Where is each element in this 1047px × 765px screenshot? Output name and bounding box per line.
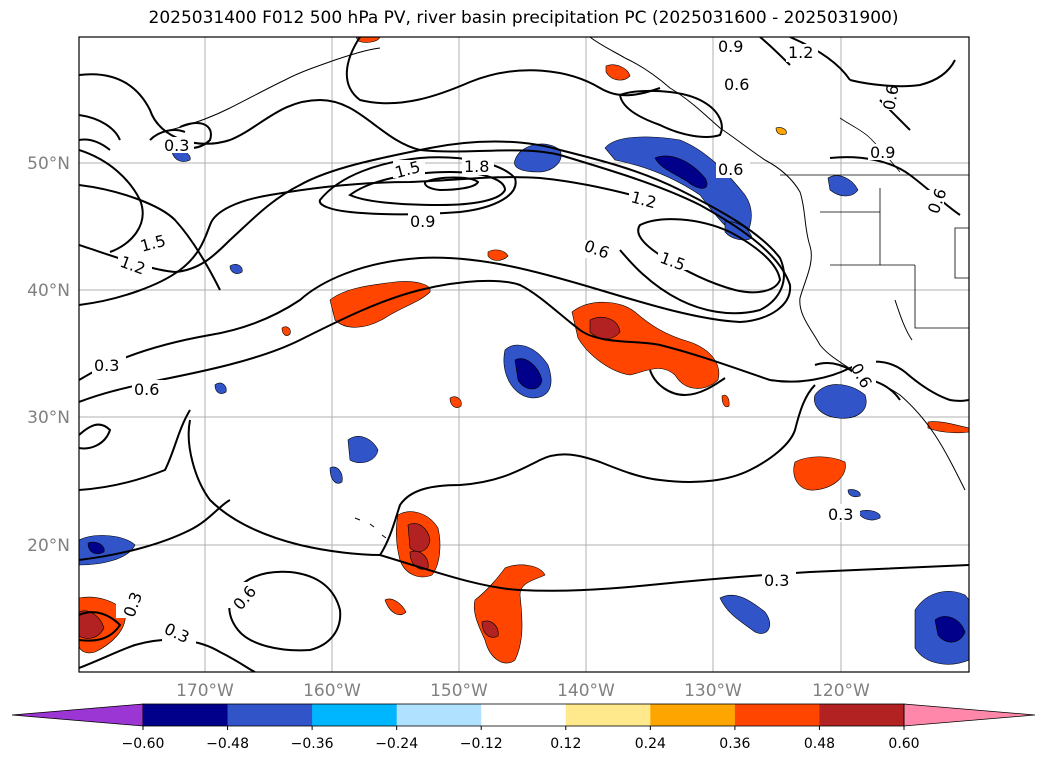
coastlines	[169, 37, 966, 539]
precip-positive-patches	[79, 37, 969, 664]
colorbar-tick-label: −0.24	[375, 736, 418, 752]
colorbar-tick-label: −0.12	[460, 736, 503, 752]
colorbar-segment	[312, 704, 398, 726]
contour-label: 0.6	[134, 380, 159, 399]
colorbar-extend-low	[11, 703, 144, 727]
contour-label: 0.3	[164, 136, 189, 155]
lon-label: 160°W	[303, 681, 361, 701]
contour-label: 0.6	[724, 75, 749, 94]
colorbar-segment	[396, 704, 482, 726]
latitude-labels: 50°N 40°N 30°N 20°N	[27, 154, 70, 556]
lon-label: 150°W	[430, 681, 488, 701]
contour-labels: 0.9 1.2 0.6 0.6 0.3 0.9 0.6 0.6 1.5 1.8 …	[92, 37, 950, 647]
lat-label: 30°N	[27, 408, 70, 428]
contour-label: 0.9	[718, 37, 743, 56]
colorbar-tick-label: −0.60	[122, 736, 165, 752]
contour-label: 0.3	[764, 571, 789, 590]
colorbar-segment	[227, 704, 313, 726]
state-borders	[780, 117, 969, 329]
contour-label: 0.6	[879, 83, 902, 111]
colorbar-segment	[734, 704, 820, 726]
pv-contours	[79, 37, 969, 672]
lat-label: 40°N	[27, 281, 70, 301]
contour-label: 0.6	[718, 160, 743, 179]
lon-label: 120°W	[812, 681, 870, 701]
colorbar-segments	[11, 703, 1036, 727]
colorbar-ticks: −0.60 −0.48 −0.36 −0.24 −0.12 0.12 0.24 0.36 0.4…	[122, 726, 920, 752]
colorbar: −0.60 −0.48 −0.36 −0.24 −0.12 0.12 0.24 0.36 0.4…	[11, 703, 1036, 752]
colorbar-segment	[650, 704, 736, 726]
colorbar-tick-label: −0.48	[206, 736, 249, 752]
colorbar-tick-label: 0.36	[719, 736, 750, 752]
colorbar-tick-label: −0.36	[291, 736, 334, 752]
colorbar-tick-label: 0.24	[635, 736, 666, 752]
contour-label: 0.3	[94, 356, 119, 375]
colorbar-extend-high	[903, 703, 1036, 727]
colorbar-segment	[143, 704, 229, 726]
colorbar-tick-label: 0.48	[804, 736, 835, 752]
map-frame	[78, 36, 970, 673]
longitude-labels: 170°W 160°W 150°W 140°W 130°W 120°W	[176, 681, 870, 701]
colorbar-tick-label: 0.12	[550, 736, 581, 752]
colorbar-segment	[565, 704, 651, 726]
contour-label: 0.3	[828, 505, 853, 524]
colorbar-segment	[481, 704, 567, 726]
contour-label: 1.2	[788, 43, 813, 62]
lat-label: 20°N	[27, 536, 70, 556]
lon-label: 130°W	[684, 681, 742, 701]
colorbar-segment	[819, 704, 905, 726]
contour-label: 0.9	[410, 212, 435, 231]
colorbar-tick-label: 0.60	[888, 736, 919, 752]
lon-label: 170°W	[176, 681, 234, 701]
precip-negative-patches	[79, 39, 969, 665]
map-title: 2025031400 F012 500 hPa PV, river basin …	[148, 8, 899, 28]
colorbar-outline	[142, 703, 905, 727]
contour-label: 1.8	[464, 157, 489, 176]
contour-label: 0.9	[870, 143, 895, 162]
lat-label: 50°N	[27, 154, 70, 174]
lon-label: 140°W	[557, 681, 615, 701]
